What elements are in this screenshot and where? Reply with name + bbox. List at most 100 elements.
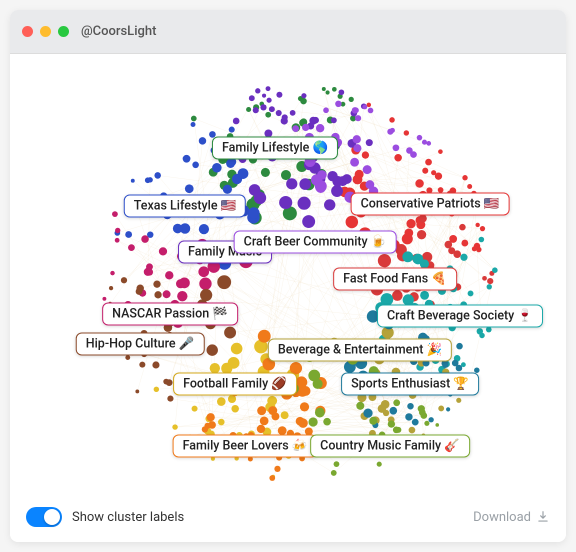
- cluster-node[interactable]: [115, 238, 120, 243]
- cluster-node[interactable]: [300, 402, 309, 411]
- cluster-label-conservative_patriots[interactable]: Conservative Patriots 🇺🇸: [351, 193, 510, 216]
- cluster-node[interactable]: [479, 333, 485, 339]
- cluster-node[interactable]: [415, 179, 423, 187]
- cluster-node[interactable]: [377, 462, 382, 467]
- cluster-node[interactable]: [332, 87, 337, 92]
- cluster-node[interactable]: [198, 266, 209, 277]
- cluster-node[interactable]: [276, 110, 282, 116]
- cluster-node[interactable]: [112, 211, 118, 217]
- cluster-node[interactable]: [269, 106, 275, 112]
- cluster-node[interactable]: [218, 419, 225, 426]
- cluster-node[interactable]: [368, 108, 374, 114]
- cluster-node[interactable]: [406, 219, 415, 228]
- cluster-node[interactable]: [459, 224, 466, 231]
- cluster-node[interactable]: [486, 327, 492, 333]
- cluster-label-family_lifestyle[interactable]: Family Lifestyle 🌎: [212, 137, 338, 160]
- cluster-node[interactable]: [387, 129, 393, 135]
- close-icon[interactable]: [22, 26, 33, 37]
- cluster-node[interactable]: [109, 286, 113, 290]
- cluster-node[interactable]: [254, 192, 266, 204]
- cluster-node[interactable]: [257, 425, 265, 433]
- cluster-node[interactable]: [389, 117, 395, 123]
- cluster-node[interactable]: [154, 387, 159, 392]
- cluster-label-beverage_entertainment[interactable]: Beverage & Entertainment 🎉: [268, 339, 452, 362]
- cluster-node[interactable]: [185, 184, 194, 193]
- cluster-node[interactable]: [419, 409, 426, 416]
- cluster-node[interactable]: [405, 413, 412, 420]
- cluster-node[interactable]: [365, 180, 374, 189]
- zoom-icon[interactable]: [58, 26, 69, 37]
- cluster-visualization[interactable]: Family Lifestyle 🌎 Conservative Patriots …: [10, 54, 566, 498]
- cluster-node[interactable]: [438, 149, 443, 154]
- cluster-node[interactable]: [260, 104, 266, 110]
- cluster-node[interactable]: [173, 224, 183, 234]
- cluster-node[interactable]: [249, 95, 255, 101]
- cluster-node[interactable]: [125, 231, 132, 238]
- cluster-node[interactable]: [266, 86, 271, 91]
- cluster-node[interactable]: [355, 115, 361, 121]
- cluster-node[interactable]: [179, 277, 190, 288]
- cluster-node[interactable]: [353, 144, 361, 152]
- cluster-node[interactable]: [199, 224, 209, 234]
- cluster-node[interactable]: [460, 254, 467, 261]
- cluster-node[interactable]: [290, 110, 296, 116]
- cluster-node[interactable]: [332, 176, 343, 187]
- cluster-node[interactable]: [422, 168, 428, 174]
- cluster-node[interactable]: [128, 244, 135, 251]
- cluster-node[interactable]: [298, 418, 307, 427]
- cluster-node[interactable]: [135, 390, 139, 394]
- cluster-node[interactable]: [395, 427, 401, 433]
- cluster-node[interactable]: [192, 161, 199, 168]
- cluster-node[interactable]: [315, 408, 325, 418]
- cluster-node[interactable]: [229, 127, 235, 133]
- cluster-node[interactable]: [301, 93, 306, 98]
- cluster-node[interactable]: [131, 179, 135, 183]
- cluster-node[interactable]: [217, 397, 226, 406]
- cluster-node[interactable]: [316, 124, 324, 132]
- cluster-node[interactable]: [267, 396, 277, 406]
- cluster-node[interactable]: [476, 247, 481, 252]
- cluster-node[interactable]: [153, 281, 160, 288]
- cluster-node[interactable]: [248, 207, 260, 219]
- cluster-node[interactable]: [312, 117, 319, 124]
- cluster-node[interactable]: [417, 135, 423, 141]
- cluster-node[interactable]: [115, 228, 120, 233]
- cluster-node[interactable]: [335, 101, 341, 107]
- cluster-node[interactable]: [404, 130, 409, 135]
- cluster-node[interactable]: [438, 406, 444, 412]
- cluster-node[interactable]: [346, 216, 358, 228]
- cluster-node[interactable]: [367, 103, 371, 107]
- cluster-node[interactable]: [147, 177, 152, 182]
- cluster-node[interactable]: [261, 168, 270, 177]
- cluster-node[interactable]: [260, 417, 269, 426]
- cluster-node[interactable]: [324, 199, 335, 210]
- cluster-node[interactable]: [302, 215, 315, 228]
- cluster-node[interactable]: [292, 125, 299, 132]
- cluster-label-family_beer_lovers[interactable]: Family Beer Lovers 🍻: [173, 435, 318, 458]
- cluster-node[interactable]: [366, 139, 373, 146]
- minimize-icon[interactable]: [40, 26, 51, 37]
- cluster-node[interactable]: [139, 362, 145, 368]
- cluster-node[interactable]: [426, 141, 431, 146]
- cluster-node[interactable]: [172, 424, 177, 429]
- cluster-node[interactable]: [492, 267, 498, 273]
- cluster-node[interactable]: [154, 291, 161, 298]
- cluster-node[interactable]: [435, 173, 442, 180]
- cluster-node[interactable]: [301, 386, 311, 396]
- cluster-node[interactable]: [419, 215, 427, 223]
- cluster-node[interactable]: [392, 290, 403, 301]
- cluster-node[interactable]: [378, 404, 386, 412]
- cluster-node[interactable]: [315, 182, 326, 193]
- cluster-node[interactable]: [192, 406, 198, 412]
- cluster-node[interactable]: [402, 233, 413, 244]
- cluster-node[interactable]: [212, 163, 222, 173]
- show-labels-toggle[interactable]: [26, 507, 62, 527]
- cluster-node[interactable]: [268, 406, 277, 415]
- cluster-node[interactable]: [141, 235, 149, 243]
- cluster-node[interactable]: [279, 196, 292, 209]
- cluster-node[interactable]: [323, 418, 331, 426]
- download-button[interactable]: Download: [473, 510, 550, 525]
- cluster-node[interactable]: [299, 178, 311, 190]
- cluster-node[interactable]: [208, 421, 216, 429]
- cluster-node[interactable]: [334, 461, 340, 467]
